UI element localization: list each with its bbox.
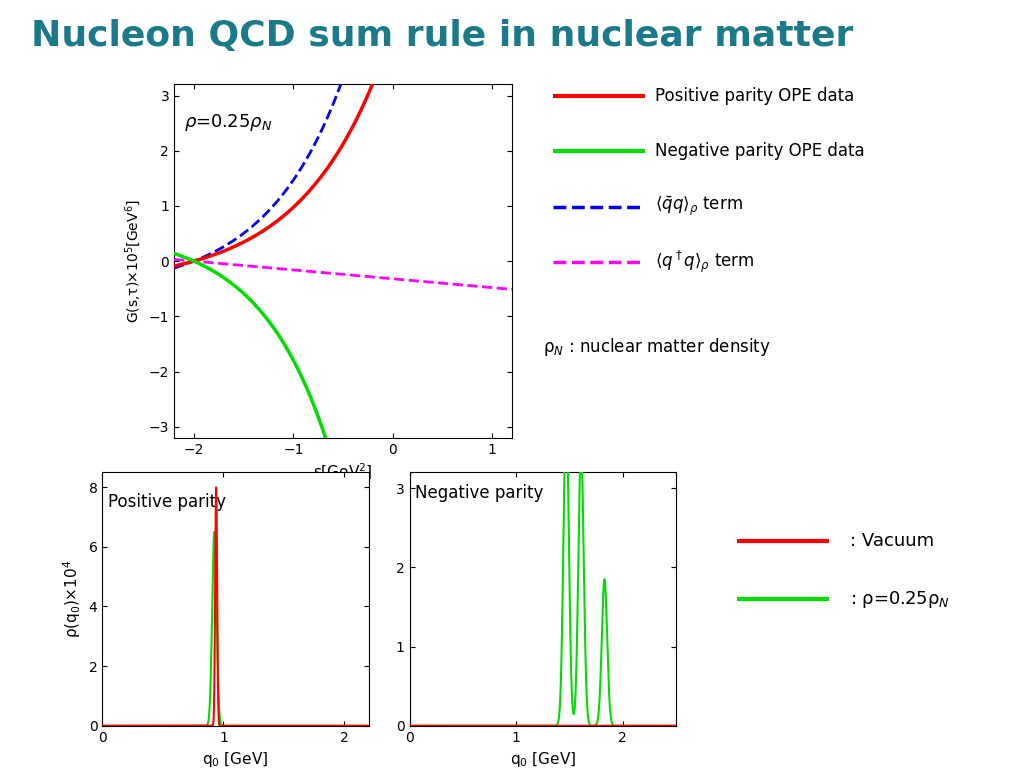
Text: Nucleon QCD sum rule in nuclear matter: Nucleon QCD sum rule in nuclear matter	[31, 19, 853, 53]
Text: Positive parity: Positive parity	[109, 493, 226, 511]
Text: : ρ=0.25ρ$_N$: : ρ=0.25ρ$_N$	[850, 588, 950, 610]
Text: $\langle q^\dagger q\rangle_\rho$ term: $\langle q^\dagger q\rangle_\rho$ term	[655, 249, 755, 275]
Text: Negative parity OPE data: Negative parity OPE data	[655, 142, 865, 161]
Y-axis label: ρ(q$_0$)×10$^4$: ρ(q$_0$)×10$^4$	[61, 560, 83, 638]
Text: Negative parity: Negative parity	[415, 484, 544, 502]
X-axis label: q$_0$ [GeV]: q$_0$ [GeV]	[510, 750, 575, 768]
Text: $\langle\bar{q}q\rangle_\rho$ term: $\langle\bar{q}q\rangle_\rho$ term	[655, 195, 743, 218]
Text: : Vacuum: : Vacuum	[850, 532, 934, 551]
Y-axis label: G(s,τ)×10$^5$[GeV$^6$]: G(s,τ)×10$^5$[GeV$^6$]	[123, 199, 143, 323]
X-axis label: q$_0$ [GeV]: q$_0$ [GeV]	[203, 750, 268, 768]
X-axis label: s[GeV$^2$]: s[GeV$^2$]	[313, 462, 373, 482]
Text: Positive parity OPE data: Positive parity OPE data	[655, 87, 855, 105]
Text: $\rho$=0.25$\rho_N$: $\rho$=0.25$\rho_N$	[184, 112, 272, 133]
Text: ρ$_N$ : nuclear matter density: ρ$_N$ : nuclear matter density	[543, 336, 770, 359]
